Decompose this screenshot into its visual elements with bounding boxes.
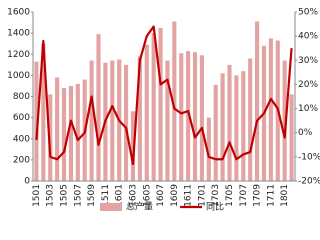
- bar: [248, 58, 253, 181]
- y-tick-label: 400: [13, 134, 30, 144]
- y-tick-label: 800: [13, 92, 30, 102]
- legend-label: 同比: [206, 201, 224, 213]
- x-tick-label: 1705: [225, 184, 235, 207]
- bar: [34, 61, 39, 181]
- y-tick-label: 1000: [7, 71, 30, 81]
- x-tick-label: 1801: [280, 184, 290, 207]
- y2-tick-label: 20%: [298, 80, 318, 90]
- bar: [55, 77, 60, 181]
- x-tick-label: 1711: [266, 184, 276, 207]
- y2-tick-label: 40%: [298, 32, 318, 42]
- x-tick-label: 1609: [170, 184, 180, 207]
- legend-swatch: [100, 203, 122, 211]
- bar: [137, 56, 142, 181]
- bar: [199, 55, 204, 181]
- bar: [234, 75, 239, 181]
- y2-tick-label: 50%: [298, 8, 318, 18]
- bar: [68, 85, 73, 181]
- x-tick-label: 1709: [253, 184, 263, 207]
- bar: [268, 38, 273, 181]
- bar: [282, 60, 287, 181]
- bar: [241, 71, 246, 181]
- x-tick-label: 1603: [128, 184, 138, 207]
- bar: [41, 43, 46, 181]
- x-tick-label: 1611: [184, 184, 194, 207]
- y-tick-label: 600: [13, 113, 30, 123]
- x-tick-label: 1501: [32, 184, 42, 207]
- bar: [158, 27, 163, 181]
- bar: [289, 94, 294, 181]
- bar: [89, 60, 94, 181]
- y-tick-label: 0: [24, 177, 30, 187]
- y2-tick-label: 10%: [298, 104, 318, 114]
- x-tick-label: 1509: [87, 184, 97, 207]
- bar: [186, 51, 191, 181]
- bar: [165, 60, 170, 181]
- y-tick-label: 1600: [7, 8, 30, 18]
- bar: [206, 117, 211, 181]
- bar: [75, 83, 80, 181]
- x-tick-label: 1511: [101, 184, 111, 207]
- bar: [172, 21, 177, 181]
- x-tick-label: 1703: [211, 184, 221, 207]
- x-tick-label: 1505: [60, 184, 70, 207]
- y2-tick-label: -10%: [298, 152, 320, 162]
- bar: [213, 84, 218, 181]
- x-tick-label: 1601: [115, 184, 125, 207]
- chart: 0 200 400 600 800 1000 1200 1400 1600 -20% -10% 0% 1…: [7, 8, 320, 213]
- bar: [227, 64, 232, 181]
- x-tick-label: 1507: [73, 184, 83, 207]
- bar: [255, 21, 260, 181]
- bar: [144, 44, 149, 182]
- bar: [179, 53, 184, 181]
- bar: [110, 60, 115, 181]
- y-tick-label: 1200: [7, 50, 30, 60]
- bar: [151, 33, 156, 181]
- bar: [192, 52, 198, 182]
- x-tick-label: 1701: [197, 184, 207, 207]
- y2-tick-label: 30%: [298, 56, 318, 66]
- y2-tick-label: -20%: [298, 177, 320, 187]
- bar: [130, 111, 136, 181]
- x-tick-label: 1503: [46, 184, 56, 207]
- legend-label: 总产量: [126, 201, 153, 213]
- y-tick-label: 200: [13, 155, 30, 165]
- bar: [48, 94, 53, 181]
- bar: [220, 73, 225, 181]
- bar: [124, 64, 129, 181]
- line: [35, 25, 293, 166]
- x-tick-label: 1605: [142, 184, 152, 207]
- y2-tick-label: 0%: [298, 128, 313, 138]
- bar: [96, 34, 101, 182]
- x-tick-label: 1707: [239, 184, 249, 207]
- bar: [61, 88, 67, 181]
- y-tick-label: 1400: [7, 29, 30, 39]
- x-tick-label: 1607: [156, 184, 166, 207]
